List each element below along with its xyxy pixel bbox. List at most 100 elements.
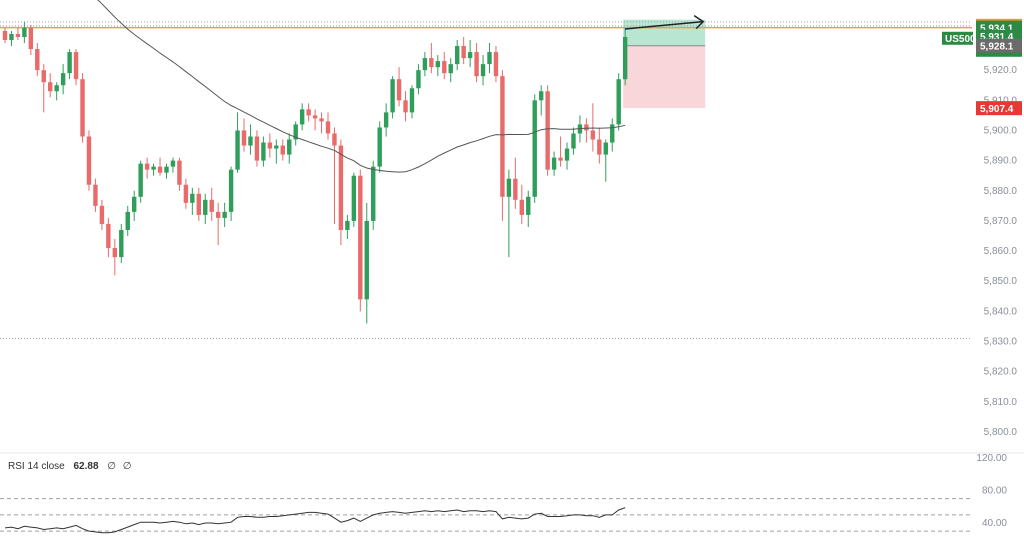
candle-body [80,79,85,137]
candle-body [455,46,460,65]
rsi-pane: RSI 14 close 62.88 ∅ ∅ [0,461,972,534]
arrow-shaft [625,20,704,30]
candle-body [564,148,570,161]
price-tick-label: 5,820.0 [984,367,1018,378]
candle-body [183,184,189,203]
candle-body [603,142,608,155]
price-tag [976,101,1022,116]
candle-body [545,91,550,170]
candle-body [338,145,344,230]
candle-body [248,136,253,146]
price-tick-label: 5,810.0 [984,397,1018,408]
candle-body [467,52,473,59]
candle-body [28,27,34,50]
candle-body [306,109,311,116]
candle-body [280,145,285,155]
rsi-tick-label: 120.00 [976,453,1007,464]
profit-zone [623,19,706,46]
candle-body [597,139,602,155]
candle-body [93,184,98,206]
candle-body [493,52,499,77]
candle-body [196,193,201,215]
candle-body [119,229,124,258]
candle-body [377,127,382,167]
candle-body [616,79,621,125]
candle-body [448,64,453,74]
candle-body [132,196,137,212]
candle-body [480,64,486,77]
candle-body [383,112,389,128]
price-tag-value: 5,907.4 [980,104,1014,115]
candle-body [203,199,208,215]
candle-body [390,79,395,113]
candle-body [435,61,441,68]
candle-body [254,136,260,161]
candle-body [35,49,40,71]
candle-body [409,88,415,113]
candle-body [209,199,214,212]
candle-body [190,193,195,203]
target-arrow[interactable] [625,15,705,30]
arrow-head [693,15,705,30]
candle-body [261,142,266,161]
last-price-value: 5,931.4 [980,32,1014,43]
candle-body [228,169,234,212]
candle-body [151,166,156,170]
rsi-legend-value: 62.88 [73,461,98,472]
price-tick-label: 5,830.0 [984,337,1018,348]
candle-body [506,178,512,197]
ma-path [97,0,626,173]
price-tick-label: 5,910.0 [984,95,1018,106]
candle-body [99,205,105,224]
candle-body [60,73,66,86]
candles [2,21,628,324]
candle-body [513,178,518,200]
candle-body [325,121,331,134]
candle-body [267,142,273,149]
candle-body [351,175,357,221]
rsi-tick-label: 40.00 [982,518,1007,529]
price-tick-label: 5,850.0 [984,276,1018,287]
candle-body [2,30,8,40]
candle-body [177,160,182,185]
price-axis: 5,920.0 5,910.0 5,900.0 5,890.0 5,880.0 5,870… [976,65,1017,529]
candle-body [125,211,130,230]
stop-zone [623,45,706,109]
candle-body [312,115,318,119]
candle-body [474,52,479,77]
candle-body [287,139,292,155]
long-position-box[interactable] [623,19,706,109]
candle-body [112,248,118,258]
candle-body [274,145,279,149]
price-tags: 5,934.75,934.15,931.444:40US5005,928.15,… [942,18,1022,116]
candle-body [403,100,408,113]
price-tag-value: 5,928.1 [980,42,1014,53]
candle-body [519,199,524,215]
symbol-tag [942,31,973,45]
candle-body [500,76,505,197]
symbol-label: US500 [945,34,976,45]
price-tick-label: 5,840.0 [984,306,1018,317]
price-tick-label: 5,880.0 [984,186,1018,197]
candle-body [332,133,337,146]
candle-body [164,166,169,173]
candle-body [396,79,402,101]
candle-body [538,91,544,101]
candle-body [461,46,466,59]
candle-body [558,157,563,161]
price-tick-label: 5,890.0 [984,156,1018,167]
candle-body [15,33,21,37]
candle-body [235,130,240,170]
candle-body [73,52,79,80]
candle-body [293,124,298,140]
candle-body [532,100,537,197]
candle-body [9,33,14,40]
candle-body [54,85,59,92]
price-tick-label: 5,800.0 [984,427,1018,438]
candle-body [416,70,421,89]
rsi-legend-label: RSI 14 close [8,461,65,472]
candle-body [345,220,350,230]
candle-body [144,163,150,170]
price-tag [976,38,1022,53]
